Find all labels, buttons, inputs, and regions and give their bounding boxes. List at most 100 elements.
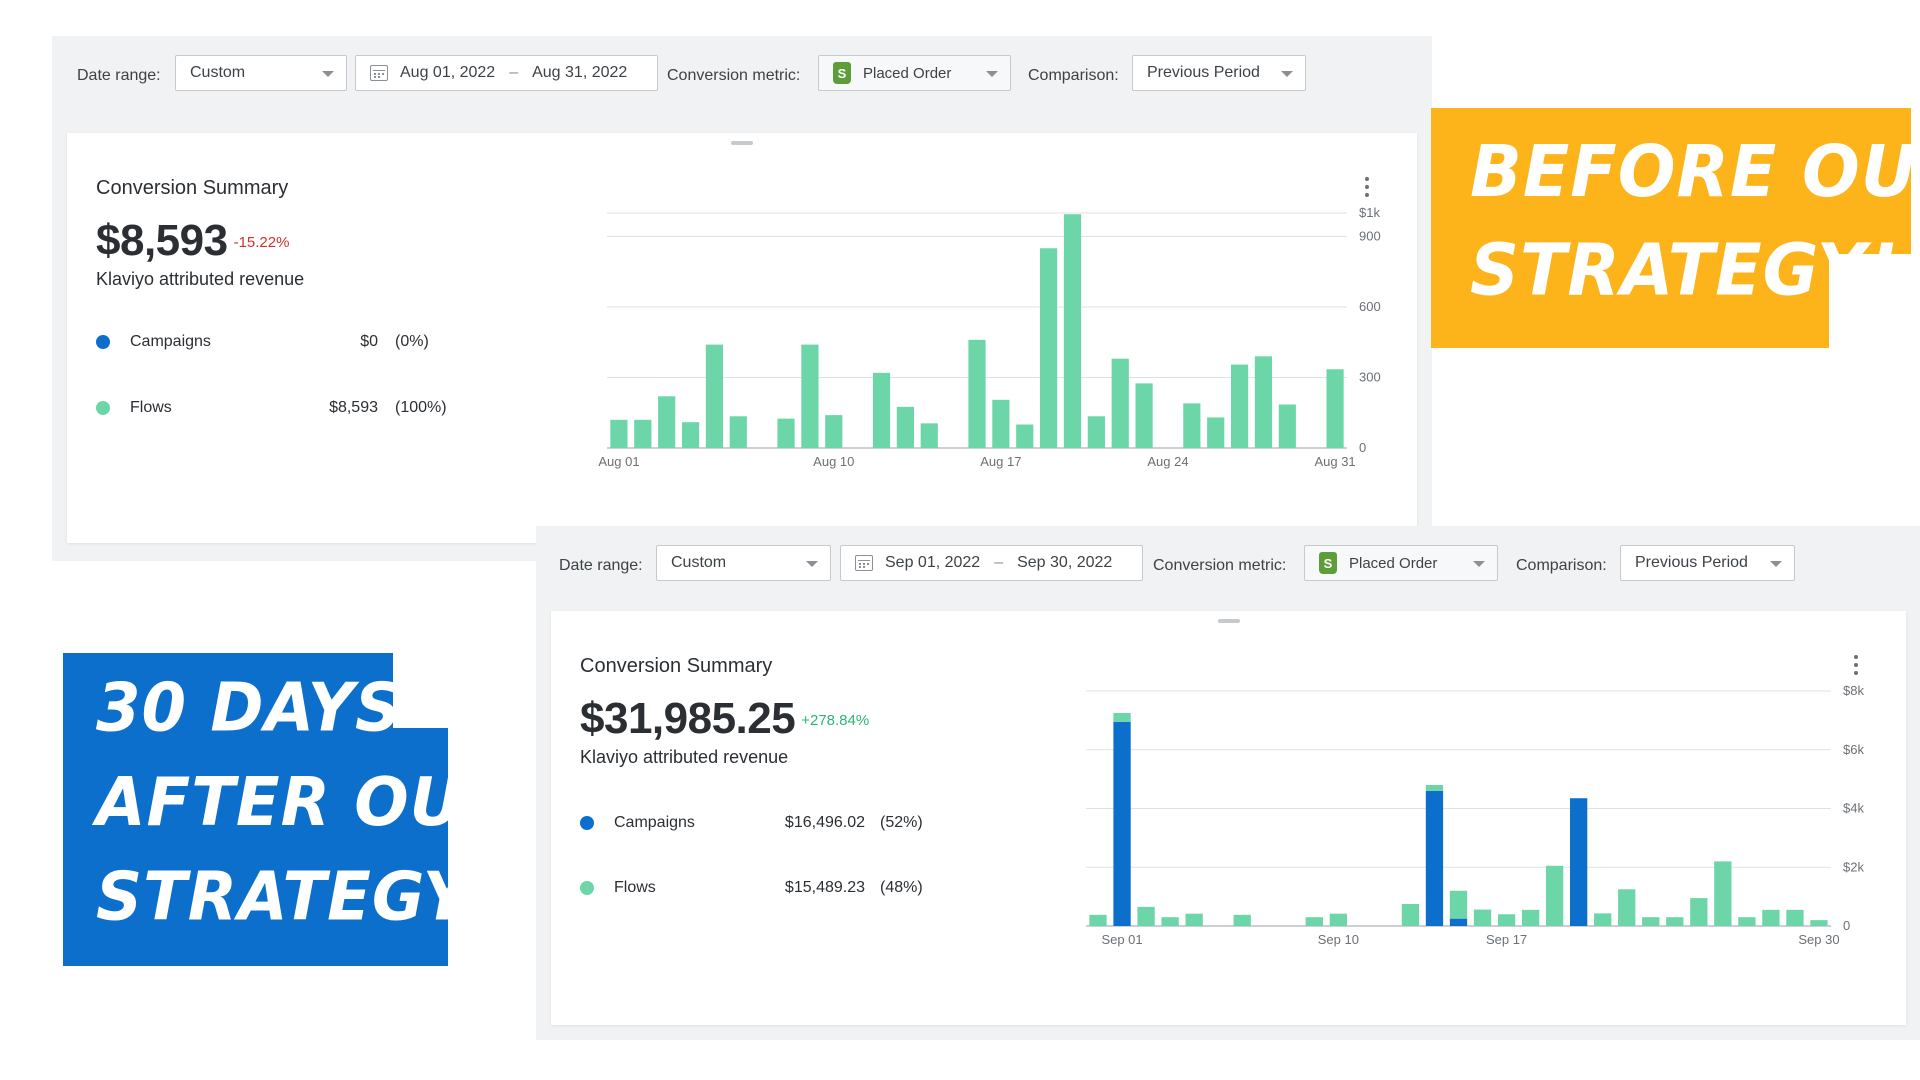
legend-label: Flows — [130, 399, 172, 416]
before-badge: BEFORE OUR STRATEGY! — [1470, 123, 1920, 320]
legend-percent: (0%) — [395, 333, 429, 350]
flows-bar — [896, 406, 914, 448]
flows-dot-icon — [580, 881, 594, 895]
flows-bar — [1113, 713, 1131, 722]
before-badge-background — [1431, 108, 1911, 254]
date-picker[interactable]: Sep 01, 2022 – Sep 30, 2022 — [840, 545, 1143, 581]
more-options-icon[interactable] — [1365, 177, 1369, 201]
flows-bar — [1326, 369, 1344, 448]
flows-bar — [681, 422, 700, 448]
date-range-label: Date range: — [559, 557, 643, 574]
chevron-down-icon — [322, 71, 334, 77]
drag-handle[interactable] — [1217, 619, 1240, 623]
flows-bar — [1738, 917, 1756, 926]
conversion-metric-select[interactable]: S Placed Order — [818, 55, 1011, 91]
x-tick-label: Sep 01 — [1101, 932, 1142, 947]
x-tick-label: Aug 10 — [813, 454, 854, 469]
x-tick-label: Aug 01 — [598, 454, 639, 469]
revenue-change: -15.22% — [233, 234, 290, 251]
y-tick-label: $2k — [1843, 859, 1864, 874]
y-tick-label: 0 — [1359, 440, 1366, 455]
revenue-value: $31,985.25 — [580, 694, 796, 743]
flows-bar — [1642, 917, 1660, 926]
chevron-down-icon — [986, 71, 998, 77]
legend-label: Flows — [614, 879, 656, 896]
before-badge-background — [1431, 250, 1829, 348]
drag-handle[interactable] — [731, 141, 753, 145]
date-range-label: Date range: — [77, 67, 161, 84]
shopify-icon: S — [833, 62, 851, 84]
y-tick-label: 900 — [1359, 229, 1381, 244]
date-range-select[interactable]: Custom — [175, 55, 347, 91]
flows-bar — [1449, 890, 1468, 919]
legend-item-campaigns: Campaigns $16,496.02 (52%) — [580, 813, 960, 833]
filter-bar: Date range: Custom Aug 01, 2022 – Aug 31… — [52, 36, 1432, 146]
revenue-change: +278.84% — [801, 712, 870, 729]
after-dashboard: Date range: Custom Sep 01, 2022 – Sep 30… — [536, 526, 1920, 1040]
legend-value: $8,593 — [329, 399, 378, 416]
badge-line: BEFORE OUR — [1470, 130, 1920, 214]
campaigns-bar — [1113, 721, 1131, 926]
more-options-icon[interactable] — [1854, 655, 1858, 679]
date-range-select[interactable]: Custom — [656, 545, 831, 581]
comparison-label: Comparison: — [1028, 67, 1119, 84]
y-tick-label: $4k — [1843, 801, 1864, 816]
flows-bar — [634, 419, 652, 448]
flows-bar — [1111, 358, 1129, 448]
conversion-metric-select[interactable]: S Placed Order — [1304, 545, 1498, 581]
flows-bar — [1183, 403, 1201, 448]
before-dashboard: Date range: Custom Aug 01, 2022 – Aug 31… — [52, 36, 1432, 561]
y-tick-label: $6k — [1843, 742, 1864, 757]
comparison-select[interactable]: Previous Period — [1132, 55, 1306, 91]
end-date: Sep 30, 2022 — [1017, 554, 1113, 571]
x-tick-label: Sep 30 — [1798, 932, 1839, 947]
flows-bar — [1137, 906, 1155, 926]
flows-bar — [1690, 898, 1708, 926]
date-picker[interactable]: Aug 01, 2022 – Aug 31, 2022 — [355, 55, 658, 91]
flows-bar — [1230, 364, 1249, 448]
chevron-down-icon — [806, 561, 818, 567]
chevron-down-icon — [1770, 561, 1782, 567]
flows-bar — [1497, 914, 1516, 926]
chevron-down-icon — [1281, 71, 1293, 77]
flows-bar — [1207, 417, 1225, 448]
legend-label: Campaigns — [130, 333, 211, 350]
comparison-value: Previous Period — [1635, 554, 1748, 571]
comparison-select[interactable]: Previous Period — [1620, 545, 1795, 581]
date-separator: – — [509, 64, 519, 81]
revenue-bar-chart: 0 $2k $4k $6k $8k Sep 01 Sep 10 Sep 17 Sep 30 — [1086, 683, 1864, 947]
flows-bar — [1425, 785, 1444, 791]
revenue-subtitle: Klaviyo attributed revenue — [580, 747, 789, 767]
flows-bar — [1545, 865, 1564, 926]
x-tick-label: Aug 31 — [1314, 454, 1355, 469]
flows-bar — [1401, 903, 1420, 926]
campaigns-dot-icon — [580, 816, 594, 830]
calendar-icon — [855, 555, 873, 571]
legend-percent: (48%) — [880, 879, 923, 896]
x-tick-label: Aug 17 — [980, 454, 1021, 469]
after-badge: 30 DAYS AFTER OUR STRATEGY! — [96, 661, 513, 945]
flows-bar — [1087, 416, 1105, 448]
x-tick-label: Aug 24 — [1147, 454, 1188, 469]
flows-bar — [1329, 913, 1347, 926]
conversion-summary-card: Conversion Summary $31,985.25 +278.84% Kl… — [551, 611, 1906, 1025]
campaigns-bar — [1449, 918, 1468, 926]
flows-bar — [968, 339, 986, 448]
campaigns-dot-icon — [96, 335, 110, 349]
flows-bar — [872, 372, 891, 448]
end-date: Aug 31, 2022 — [532, 64, 628, 81]
legend-value: $16,496.02 — [784, 814, 865, 831]
date-range-value: Custom — [190, 64, 246, 81]
y-tick-label: $8k — [1843, 683, 1864, 698]
x-tick-label: Sep 10 — [1318, 932, 1359, 947]
flows-bar — [1161, 917, 1179, 926]
flows-bar — [1473, 909, 1492, 926]
badge-line: STRATEGY! — [96, 858, 501, 937]
y-tick-label: 300 — [1359, 370, 1381, 385]
conversion-metric-value: Placed Order — [863, 64, 952, 82]
card-title: Conversion Summary — [580, 655, 773, 677]
x-tick-label: Sep 17 — [1486, 932, 1527, 947]
shopify-icon: S — [1319, 552, 1337, 574]
revenue-total: $31,985.25 +278.84% — [580, 694, 869, 744]
flows-bar — [1233, 914, 1251, 926]
